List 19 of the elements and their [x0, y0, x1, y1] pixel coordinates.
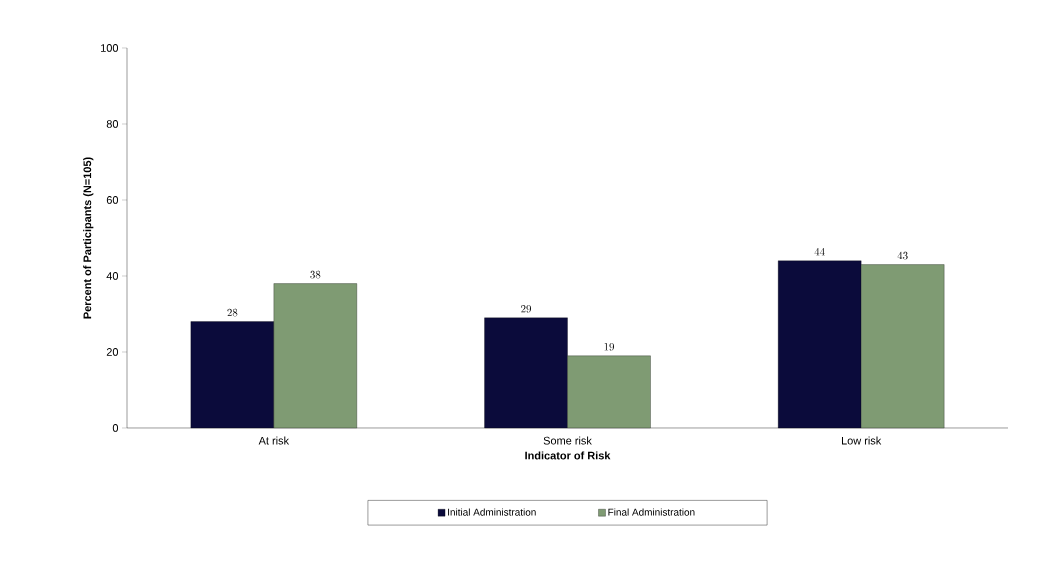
y-tick-label: 60	[106, 196, 119, 204]
x-tick-label: At risk	[258, 436, 290, 445]
data-label: 38	[310, 270, 321, 279]
y-axis-title: Percent of Participants (N=105)	[83, 157, 94, 319]
y-tick-label: 20	[106, 348, 119, 356]
data-label: 19	[604, 343, 614, 351]
data-label: 43	[897, 251, 908, 260]
legend-label: Initial Administration	[448, 508, 536, 516]
data-label: 44	[814, 247, 825, 256]
x-axis-title: Indicator of Risk	[525, 451, 611, 460]
y-tick-label: 0	[112, 424, 119, 432]
data-label: 29	[521, 305, 531, 313]
y-tick-label: 80	[106, 120, 119, 128]
x-tick-label: Low risk	[841, 436, 882, 445]
y-tick-label: 100	[101, 44, 119, 52]
x-tick-label: Some risk	[543, 436, 592, 445]
y-tick-label: 40	[106, 272, 119, 280]
data-label: 28	[227, 308, 238, 317]
legend-label: Final Administration	[608, 508, 695, 516]
